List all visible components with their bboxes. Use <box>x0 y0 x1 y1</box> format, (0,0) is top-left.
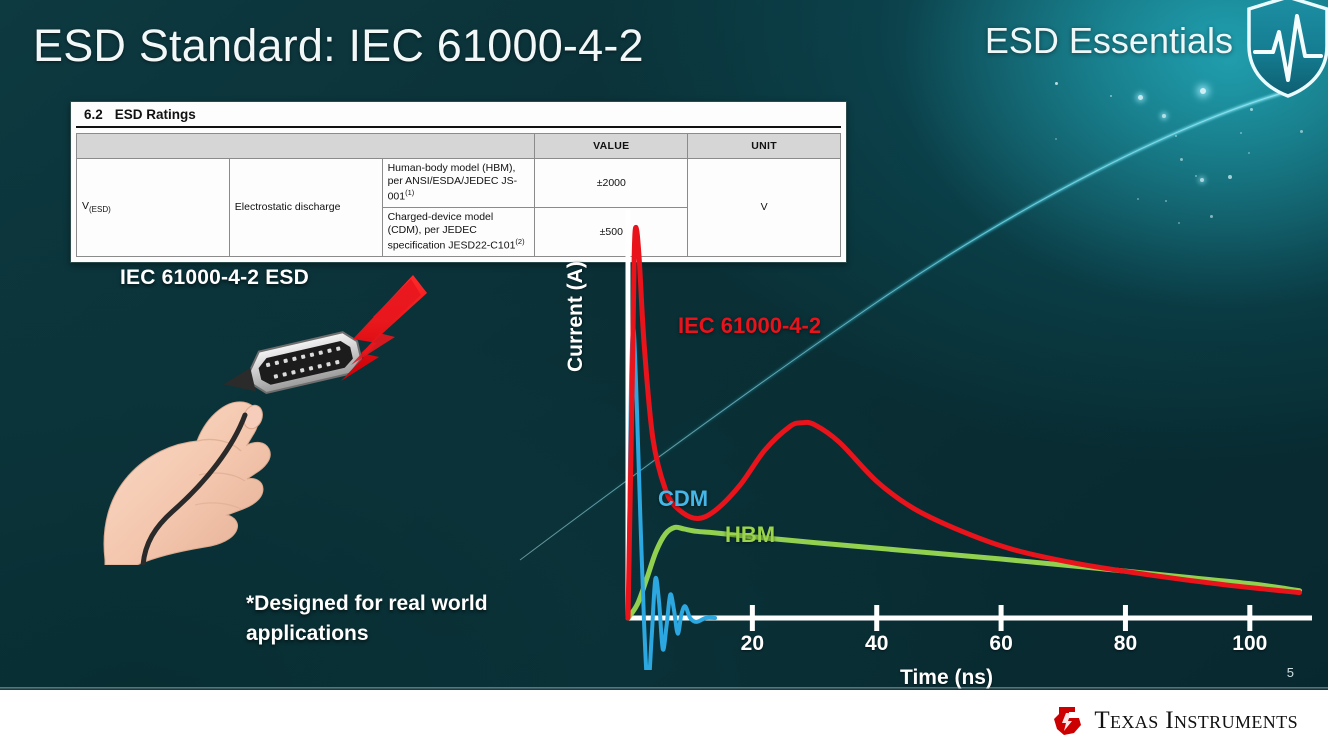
pulse-line-icon <box>1253 14 1323 82</box>
table-header-value: VALUE <box>534 133 689 159</box>
x-tick-40: 40 <box>865 632 889 655</box>
particle-icon <box>1138 95 1143 100</box>
particle-icon <box>1165 200 1167 202</box>
table-cell-value-cdm: ±500 <box>534 206 689 257</box>
table-header-blank <box>75 133 536 159</box>
particle-icon <box>1055 138 1057 140</box>
table-row: V(ESD) Electrostatic discharge Human-bod… <box>76 158 841 257</box>
ti-wordmark: Texas Instruments <box>1094 707 1298 734</box>
table-header-unit: UNIT <box>687 133 841 159</box>
particle-icon <box>1250 108 1253 111</box>
particle-icon <box>1200 88 1206 94</box>
series-label-iec: IEC 61000-4-2 <box>678 313 822 338</box>
designed-note: *Designed for real world applications <box>246 592 488 646</box>
texas-logo-icon <box>1054 707 1082 735</box>
table-cell-model-hbm: Human-body model (HBM), per ANSI/ESDA/JE… <box>381 158 536 208</box>
particle-icon <box>1137 198 1139 200</box>
x-tick-60: 60 <box>989 632 1013 655</box>
model-text: Human-body model (HBM), per ANSI/ESDA/JE… <box>387 162 518 203</box>
chart-axes <box>625 210 1312 631</box>
esd-illustration <box>103 275 427 565</box>
esd-waveform-chart: Current (A) Time (ns) IEC 61000-4-2 CDM … <box>564 200 1328 700</box>
particle-icon <box>1110 95 1112 97</box>
ti-logo: Texas Instruments <box>1050 705 1298 737</box>
particle-icon <box>1195 175 1197 177</box>
particle-icon <box>1175 135 1177 137</box>
particle-icon <box>1228 175 1232 179</box>
particle-icon <box>1200 178 1204 182</box>
symbol-letter: V <box>82 200 90 213</box>
x-tick-80: 80 <box>1113 632 1138 655</box>
table-section-title: ESD Ratings <box>114 107 196 122</box>
particle-icon <box>1055 82 1058 85</box>
page-title: ESD Standard: IEC 61000-4-2 <box>33 20 644 71</box>
model-text: Charged-device model (CDM), per JEDEC sp… <box>387 210 516 252</box>
x-tick-100: 100 <box>1232 632 1268 655</box>
hdmi-connector-icon <box>223 331 363 395</box>
particle-icon <box>1240 132 1242 134</box>
cable-icon <box>140 412 248 565</box>
hand-icon <box>103 401 271 565</box>
table-cell-unit: V <box>687 158 841 257</box>
particle-icon <box>1162 114 1166 118</box>
series-path-iec-61000-4-2 <box>625 224 1303 621</box>
particle-icon <box>1178 222 1180 224</box>
shield-outline-icon <box>1247 0 1328 98</box>
particle-icon <box>1210 215 1213 218</box>
symbol-subscript: (ESD) <box>89 205 111 215</box>
particle-icon <box>1248 152 1250 154</box>
x-tick-20: 20 <box>740 632 765 655</box>
table-cell-value-hbm: ±2000 <box>534 158 689 208</box>
brand-title: ESD Essentials <box>984 20 1233 61</box>
x-axis-label: Time (ns) <box>900 666 993 689</box>
table-header-row: VALUE UNIT <box>75 133 841 159</box>
footnote-marker: (2) <box>515 237 525 247</box>
chart-series <box>625 224 1303 670</box>
table-cell-model-cdm: Charged-device model (CDM), per JEDEC sp… <box>381 206 536 257</box>
table-cell-symbol: V(ESD) <box>76 158 230 257</box>
chart-plot-area <box>625 210 1312 670</box>
esd-ratings-table: 6.2 ESD Ratings VALUE UNIT V(ESD) Electro… <box>70 101 847 263</box>
table-section-number: 6.2 <box>84 107 103 122</box>
table-row: Charged-device model (CDM), per JEDEC sp… <box>77 206 841 257</box>
particle-icon <box>1300 130 1303 133</box>
footnote-marker: (1) <box>405 188 415 198</box>
page-number: 5 <box>1286 665 1294 680</box>
series-label-hbm: HBM <box>725 522 776 547</box>
series-label-cdm: CDM <box>658 486 709 511</box>
table-cell-parameter: Electrostatic discharge <box>228 158 383 257</box>
table-section-heading: 6.2 ESD Ratings <box>76 102 841 128</box>
particle-icon <box>1180 158 1183 161</box>
illustration-caption: IEC 61000-4-2 ESD <box>120 266 309 289</box>
footer-band: Texas Instruments <box>0 687 1328 746</box>
shield-pulse-icon <box>1243 0 1328 107</box>
